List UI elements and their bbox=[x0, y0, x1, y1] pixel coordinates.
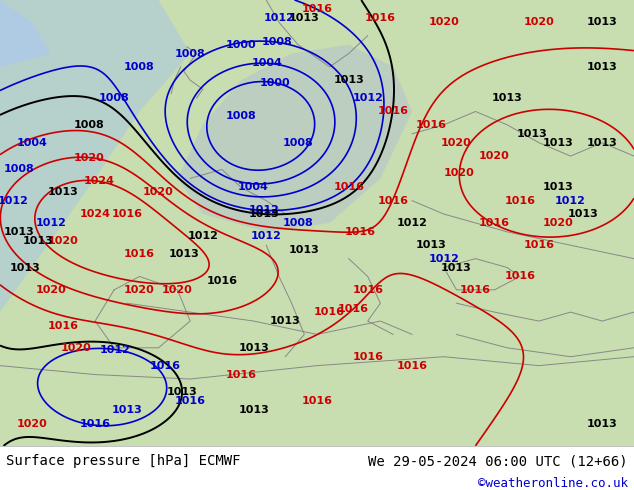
Text: 1016: 1016 bbox=[378, 196, 408, 206]
Text: 1013: 1013 bbox=[441, 263, 472, 272]
Text: 1016: 1016 bbox=[333, 182, 364, 192]
Text: 1008: 1008 bbox=[175, 49, 205, 58]
Text: 1012: 1012 bbox=[251, 231, 281, 242]
Text: 1016: 1016 bbox=[48, 320, 79, 331]
Text: 1008: 1008 bbox=[99, 93, 129, 103]
Text: 1016: 1016 bbox=[416, 120, 446, 130]
Text: 1016: 1016 bbox=[150, 361, 180, 370]
Text: 1012: 1012 bbox=[188, 231, 218, 242]
Text: 1020: 1020 bbox=[479, 151, 510, 161]
Text: 1020: 1020 bbox=[124, 285, 155, 295]
Text: 1013: 1013 bbox=[517, 129, 548, 139]
Text: 1016: 1016 bbox=[124, 249, 155, 259]
Text: 1008: 1008 bbox=[4, 165, 34, 174]
Text: 1020: 1020 bbox=[36, 285, 66, 295]
Text: 1013: 1013 bbox=[10, 263, 41, 272]
Text: 1013: 1013 bbox=[48, 187, 79, 197]
Text: 1013: 1013 bbox=[4, 227, 34, 237]
Text: 1016: 1016 bbox=[524, 240, 554, 250]
Text: 1016: 1016 bbox=[353, 352, 383, 362]
Text: 1013: 1013 bbox=[587, 138, 618, 147]
Text: 1012: 1012 bbox=[0, 196, 28, 206]
Text: 1020: 1020 bbox=[162, 285, 193, 295]
Text: 1016: 1016 bbox=[314, 307, 345, 317]
Text: 1013: 1013 bbox=[543, 138, 573, 147]
Text: 1020: 1020 bbox=[524, 17, 554, 27]
Text: 1013: 1013 bbox=[416, 240, 446, 250]
Text: 1016: 1016 bbox=[505, 271, 535, 281]
Text: 1016: 1016 bbox=[479, 218, 510, 228]
Text: 1020: 1020 bbox=[143, 187, 174, 197]
Text: 1020: 1020 bbox=[429, 17, 459, 27]
Text: 1016: 1016 bbox=[337, 304, 368, 314]
Text: 1012: 1012 bbox=[249, 205, 280, 216]
Text: 1013: 1013 bbox=[23, 236, 53, 246]
Text: 1004: 1004 bbox=[16, 138, 47, 147]
Text: 1016: 1016 bbox=[207, 276, 237, 286]
Text: 1008: 1008 bbox=[226, 111, 256, 121]
Text: 1013: 1013 bbox=[587, 418, 618, 429]
Text: 1008: 1008 bbox=[262, 37, 292, 48]
Text: 1016: 1016 bbox=[175, 396, 205, 406]
Text: We 29-05-2024 06:00 UTC (12+66): We 29-05-2024 06:00 UTC (12+66) bbox=[368, 454, 628, 468]
Text: 1013: 1013 bbox=[333, 75, 364, 85]
Text: 1008: 1008 bbox=[124, 62, 155, 72]
Text: 1016: 1016 bbox=[397, 361, 427, 370]
Text: 1013: 1013 bbox=[587, 62, 618, 72]
Text: 1013: 1013 bbox=[238, 405, 269, 415]
Text: 1016: 1016 bbox=[505, 196, 535, 206]
Polygon shape bbox=[0, 0, 634, 446]
Text: 1012: 1012 bbox=[264, 13, 294, 23]
Text: Surface pressure [hPa] ECMWF: Surface pressure [hPa] ECMWF bbox=[6, 454, 241, 468]
Text: 1012: 1012 bbox=[397, 218, 427, 228]
Text: 1020: 1020 bbox=[441, 138, 472, 147]
Text: 1020: 1020 bbox=[48, 236, 79, 246]
Text: 1016: 1016 bbox=[302, 4, 332, 14]
Text: 1012: 1012 bbox=[429, 254, 459, 264]
Text: 1016: 1016 bbox=[226, 369, 256, 380]
Text: 1013: 1013 bbox=[568, 209, 598, 219]
Text: 1013: 1013 bbox=[289, 13, 320, 23]
Text: 1016: 1016 bbox=[460, 285, 491, 295]
Text: 1016: 1016 bbox=[344, 226, 375, 237]
Text: 1024: 1024 bbox=[83, 176, 114, 186]
Text: 1004: 1004 bbox=[252, 58, 283, 68]
Polygon shape bbox=[0, 0, 51, 67]
Text: 1016: 1016 bbox=[302, 396, 332, 406]
Text: 1016: 1016 bbox=[378, 106, 408, 117]
Text: 1013: 1013 bbox=[238, 343, 269, 353]
Text: 1012: 1012 bbox=[555, 196, 586, 206]
Text: 1012: 1012 bbox=[100, 344, 131, 355]
Text: 1020: 1020 bbox=[61, 343, 91, 353]
Text: 1008: 1008 bbox=[283, 218, 313, 228]
Text: ©weatheronline.co.uk: ©weatheronline.co.uk bbox=[477, 477, 628, 490]
Text: 1024: 1024 bbox=[80, 209, 110, 219]
Text: 1013: 1013 bbox=[289, 245, 320, 255]
Polygon shape bbox=[178, 45, 412, 232]
Text: 1020: 1020 bbox=[74, 152, 105, 163]
Text: 1012: 1012 bbox=[353, 93, 383, 103]
Text: 1000: 1000 bbox=[260, 78, 291, 88]
Text: 1016: 1016 bbox=[365, 13, 396, 23]
Text: 1013: 1013 bbox=[270, 316, 301, 326]
Text: 1013: 1013 bbox=[167, 387, 197, 397]
Text: 1013: 1013 bbox=[587, 17, 618, 27]
Text: 1013: 1013 bbox=[112, 405, 142, 415]
Text: 1000: 1000 bbox=[226, 40, 256, 49]
Text: 1016: 1016 bbox=[112, 209, 142, 219]
Text: 1008: 1008 bbox=[74, 120, 104, 130]
Text: 1020: 1020 bbox=[16, 418, 47, 429]
Text: 1013: 1013 bbox=[543, 182, 573, 192]
Text: 1016: 1016 bbox=[80, 418, 110, 429]
Text: 1013: 1013 bbox=[249, 209, 280, 219]
Text: 1020: 1020 bbox=[444, 168, 475, 177]
Text: 1013: 1013 bbox=[169, 249, 199, 259]
Text: 1008: 1008 bbox=[283, 138, 313, 147]
Text: 1016: 1016 bbox=[353, 285, 383, 295]
Text: 1020: 1020 bbox=[543, 218, 573, 228]
Text: 1012: 1012 bbox=[36, 218, 66, 228]
Polygon shape bbox=[0, 0, 190, 312]
Text: 1004: 1004 bbox=[238, 182, 269, 192]
Text: 1013: 1013 bbox=[492, 93, 522, 103]
